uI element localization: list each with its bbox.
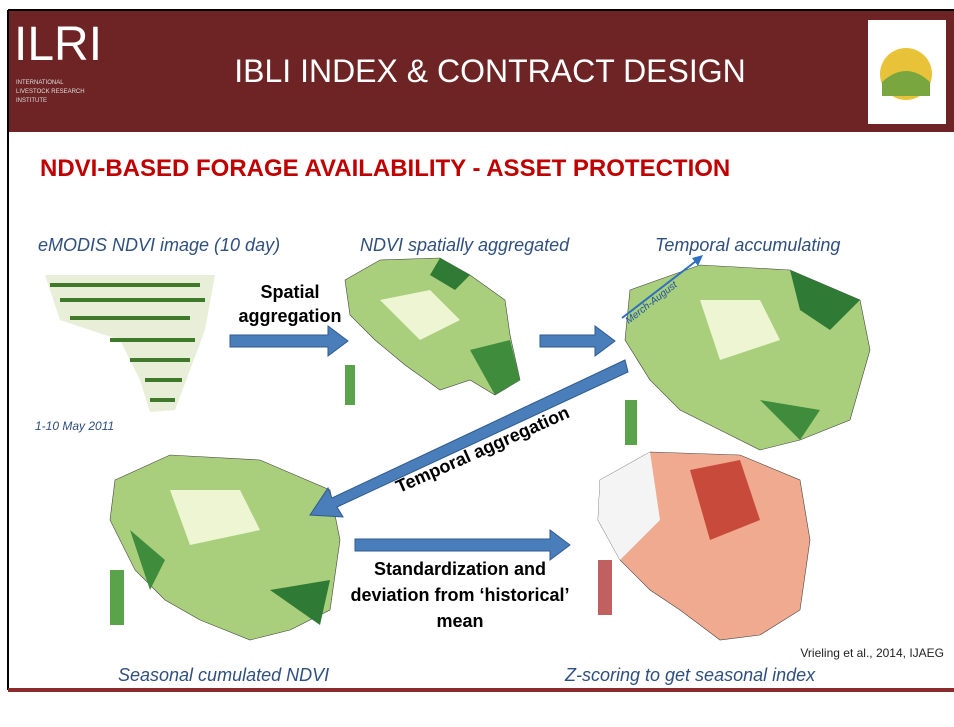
logo-subtitle: LIVESTOCK RESEARCH: [16, 89, 85, 95]
citation: Vrieling et al., 2014, IJAEG: [800, 646, 944, 660]
arrow-label: Spatial: [260, 282, 319, 302]
arrow: [229, 325, 349, 357]
arrow: [692, 255, 703, 266]
arrow: [309, 359, 629, 518]
logo-subtitle: INSTITUTE: [16, 98, 47, 104]
subtitle: NDVI-BASED FORAGE AVAILABILITY - ASSET P…: [40, 155, 730, 182]
label: eMODIS NDVI image (10 day): [38, 235, 280, 255]
arrow-label: deviation from ‘historical’: [350, 585, 569, 605]
map-zscore: [597, 451, 811, 641]
arrow: [354, 529, 571, 561]
arrow: [539, 325, 616, 357]
label: Temporal accumulating: [655, 235, 840, 255]
map-spatial: [344, 257, 521, 405]
arrow-label: mean: [436, 611, 483, 631]
icon: [882, 71, 930, 96]
logo-subtitle: INTERNATIONAL: [16, 80, 64, 86]
label: Seasonal cumulated NDVI: [118, 665, 329, 685]
arrow: [621, 257, 701, 319]
label: NDVI spatially aggregated: [360, 235, 570, 255]
label: Z-scoring to get seasonal index: [564, 665, 816, 685]
arrow-label: aggregation: [238, 306, 341, 326]
ndvi-image: [45, 275, 215, 412]
map-temporal: [624, 264, 871, 451]
header-title: IBLI INDEX & CONTRACT DESIGN: [234, 53, 746, 89]
footer-line: [8, 688, 954, 692]
map-seasonal: [109, 454, 341, 641]
logo: ILRI: [14, 18, 102, 71]
header-band: [8, 10, 954, 132]
top-margin: [0, 0, 954, 10]
arrow-label: Standardization and: [374, 559, 546, 579]
label: 1-10 May 2011: [35, 419, 114, 433]
